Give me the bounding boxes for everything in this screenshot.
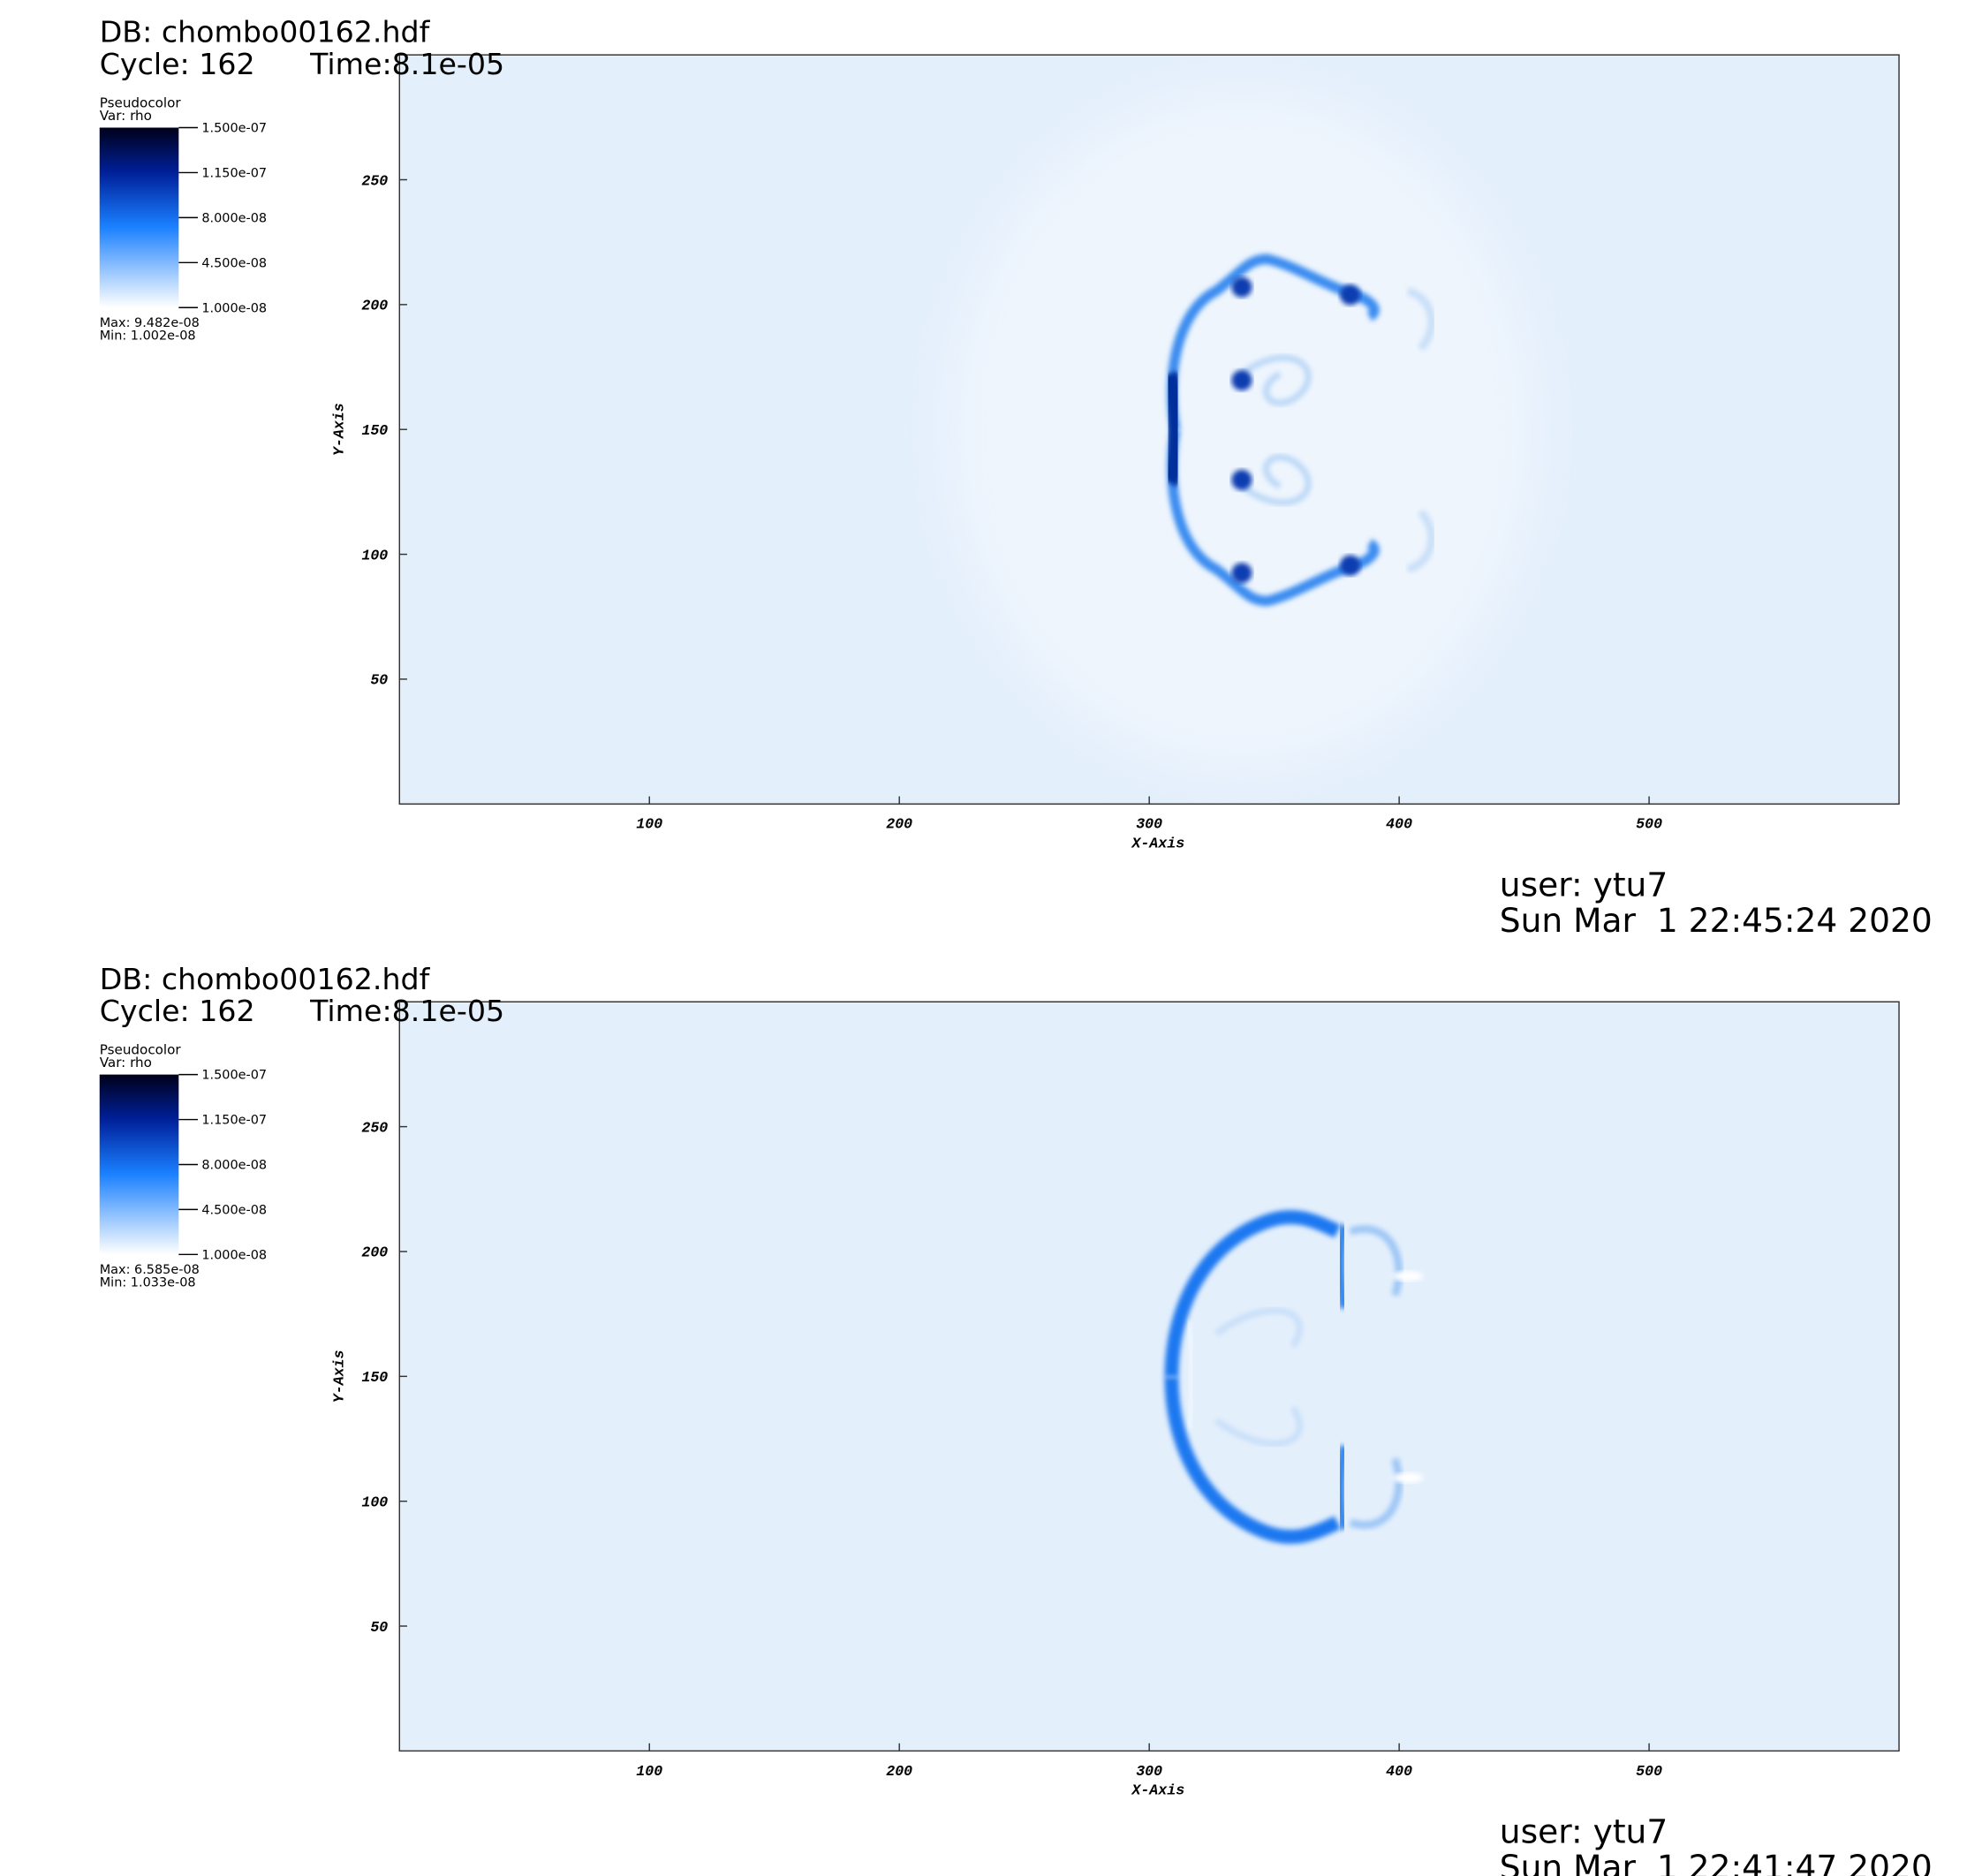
dense-knot [1231, 563, 1252, 584]
colorbar-tick-label: 1.000e-08 [201, 301, 267, 315]
colorbar-tick-label: 1.150e-07 [201, 1114, 267, 1128]
colorbar-tick-label: 1.000e-08 [201, 1248, 267, 1262]
x-tick-label: 200 [886, 1763, 912, 1780]
field [1164, 1210, 1424, 1544]
cycle: Cycle: 162 [100, 47, 255, 81]
arm [1335, 1224, 1349, 1309]
x-tick-label: 300 [1136, 816, 1162, 833]
time: Time:8.1e-05 [309, 47, 504, 81]
colorbar-tick-label: 1.150e-07 [201, 166, 267, 180]
colorbar-tick-label: 4.500e-08 [201, 256, 267, 270]
dense-knot [1231, 276, 1252, 298]
user: user: ytu7 [1500, 865, 1668, 904]
time: Time:8.1e-05 [309, 994, 504, 1028]
data-max: Max: 6.585e-08 [100, 1263, 200, 1277]
x-tick-label: 500 [1636, 1763, 1662, 1780]
y-axis-label: Y-Axis [331, 403, 348, 456]
inner-swirl [1214, 1307, 1303, 1349]
vortex [1239, 454, 1312, 506]
dense-knot [1231, 370, 1252, 391]
x-tick-label: 400 [1386, 816, 1412, 833]
db-name: DB: chombo00162.hdf [100, 962, 431, 996]
wisp [1349, 1457, 1403, 1529]
x-tick-label: 100 [636, 816, 662, 833]
cycle: Cycle: 162 [100, 994, 255, 1028]
y-tick-label: 100 [361, 547, 388, 564]
x-tick-label: 400 [1386, 1763, 1412, 1780]
wisp [1406, 287, 1436, 352]
y-tick-label: 50 [370, 672, 388, 689]
crescent [1164, 1377, 1341, 1544]
vortex [1239, 354, 1312, 406]
field-halo [948, 92, 1536, 768]
x-tick-label: 100 [636, 1763, 662, 1780]
void [1392, 1271, 1424, 1282]
user: user: ytu7 [1500, 1812, 1668, 1850]
wisp [1406, 509, 1436, 573]
y-tick-label: 50 [370, 1619, 388, 1636]
y-tick-label: 200 [361, 1244, 388, 1261]
y-axis-label: Y-Axis [331, 1350, 348, 1403]
y-tick-label: 250 [361, 1119, 388, 1136]
inner-swirl [1214, 1405, 1303, 1447]
colorbar [99, 127, 179, 308]
variable: Var: rho [100, 108, 152, 124]
y-tick-label: 250 [361, 172, 388, 189]
field-shapes [948, 92, 1536, 768]
db-name: DB: chombo00162.hdf [100, 15, 431, 49]
plot-background [399, 1002, 1900, 1751]
y-tick-label: 150 [361, 422, 388, 439]
field-shapes [1164, 1210, 1424, 1544]
crescent-white [1186, 1320, 1194, 1430]
x-tick-label: 300 [1136, 1763, 1162, 1780]
colorbar-tick-label: 8.000e-08 [201, 211, 267, 225]
colorbar-tick-label: 8.000e-08 [201, 1159, 267, 1173]
variable: Var: rho [100, 1055, 152, 1070]
dense-knot [1340, 284, 1361, 306]
field [948, 92, 1536, 768]
y-tick-label: 200 [361, 298, 388, 314]
x-axis-label: X-Axis [1131, 1782, 1184, 1799]
plot-window: 100 200 300 400 500 50 100 150 200 250 X-Axis Y-Axi… [99, 962, 1933, 1876]
dense-knot [1340, 555, 1361, 576]
colorbar [99, 1074, 179, 1255]
x-tick-label: 200 [886, 816, 912, 833]
x-tick-label: 500 [1636, 816, 1662, 833]
y-tick-label: 100 [361, 1494, 388, 1510]
arm [1335, 1445, 1349, 1530]
colorbar-tick-label: 1.500e-07 [201, 1069, 267, 1083]
colorbar-tick-label: 4.500e-08 [201, 1203, 267, 1217]
data-min: Min: 1.002e-08 [100, 329, 196, 343]
front-core [1160, 371, 1186, 488]
colorbar-tick-label: 1.500e-07 [201, 122, 267, 136]
plot-window: 100 200 300 400 500 50 100 150 200 250 X-Axis Y-Axi… [99, 15, 1933, 940]
data-max: Max: 9.482e-08 [100, 316, 200, 330]
date: Sun Mar 1 22:41:47 2020 [1500, 1848, 1933, 1876]
void [1392, 1472, 1424, 1483]
x-axis-label: X-Axis [1131, 835, 1184, 851]
plot-name: Pseudocolor [100, 95, 182, 110]
data-min: Min: 1.033e-08 [100, 1275, 196, 1290]
dense-knot [1231, 469, 1252, 490]
date: Sun Mar 1 22:45:24 2020 [1500, 901, 1933, 940]
wisp [1349, 1225, 1403, 1297]
plot-name: Pseudocolor [100, 1041, 182, 1057]
crescent [1164, 1210, 1341, 1378]
y-tick-label: 150 [361, 1369, 388, 1386]
